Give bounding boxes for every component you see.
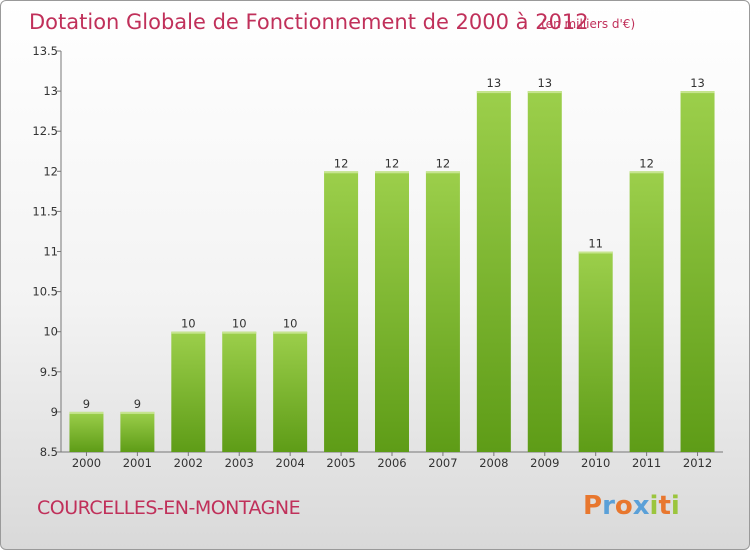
chart-subtitle: (en milliers d'€) xyxy=(541,17,635,31)
bar-highlight xyxy=(578,251,613,254)
data-labels: 9 9 10 10 10 12 12 12 13 13 11 12 13 xyxy=(83,76,705,411)
bar xyxy=(375,171,409,453)
bar xyxy=(120,411,155,452)
y-tick-label: 8.5 xyxy=(40,445,58,459)
bar xyxy=(476,91,511,452)
data-label: 9 xyxy=(134,397,141,411)
logo-letter: t xyxy=(658,491,671,521)
y-tick-label: 13.5 xyxy=(32,44,58,58)
x-tick-label: 2005 xyxy=(326,456,355,470)
data-label: 9 xyxy=(83,397,90,411)
bar xyxy=(324,171,359,453)
x-tick-label: 2003 xyxy=(225,456,254,470)
logo-letter: i xyxy=(649,491,659,521)
data-label: 12 xyxy=(334,156,349,170)
x-tick-label: 2010 xyxy=(581,456,610,470)
x-tick-label: 2001 xyxy=(123,456,152,470)
x-tick-label: 2012 xyxy=(683,456,712,470)
x-tick-label: 2011 xyxy=(632,456,661,470)
bar-highlight xyxy=(273,331,308,334)
bar xyxy=(629,171,664,453)
y-tick-label: 9 xyxy=(51,405,58,419)
logo-letter: P xyxy=(583,491,603,521)
y-tick-label: 10 xyxy=(43,325,58,339)
bar xyxy=(69,411,104,452)
data-label: 10 xyxy=(232,317,247,331)
x-tick-label: 2007 xyxy=(428,456,457,470)
logo-letter: x xyxy=(632,491,650,521)
data-label: 10 xyxy=(283,317,298,331)
bar-highlight xyxy=(425,171,460,174)
logo-letter: r xyxy=(602,491,615,521)
x-tick-label: 2009 xyxy=(530,456,559,470)
y-tick-label: 11.5 xyxy=(32,204,58,218)
bar-highlight xyxy=(69,411,104,414)
x-tick-label: 2002 xyxy=(174,456,203,470)
x-tick-label: 2004 xyxy=(276,456,305,470)
y-tick-label: 9.5 xyxy=(40,365,58,379)
bar xyxy=(425,171,460,453)
bar xyxy=(222,331,257,452)
axes: 8.5 9 9.5 10 10.5 11 11.5 12 12.5 13 13.5 2000 2001 2… xyxy=(32,44,723,470)
bar-highlight xyxy=(476,91,511,94)
bar-highlight xyxy=(324,171,359,174)
bar-highlight xyxy=(120,411,155,414)
bar xyxy=(171,331,206,452)
data-label: 11 xyxy=(588,237,603,251)
logo-letter: o xyxy=(614,491,633,521)
data-label: 13 xyxy=(690,76,705,90)
bar-highlight xyxy=(629,171,664,174)
bar-highlight xyxy=(171,331,206,334)
data-label: 12 xyxy=(436,156,451,170)
logo-letter: i xyxy=(670,491,680,521)
commune-name: COURCELLES-EN-MONTAGNE xyxy=(37,497,301,519)
chart-title: Dotation Globale de Fonctionnement de 20… xyxy=(29,10,589,34)
bar-highlight xyxy=(527,91,562,94)
y-tick-label: 11 xyxy=(43,245,58,259)
data-label: 13 xyxy=(537,76,552,90)
data-label: 10 xyxy=(181,317,196,331)
x-tick-label: 2006 xyxy=(377,456,406,470)
y-tick-label: 13 xyxy=(43,84,58,98)
x-tick-label: 2000 xyxy=(72,456,101,470)
bars xyxy=(69,91,715,453)
y-tick-label: 10.5 xyxy=(32,285,58,299)
data-label: 12 xyxy=(385,156,400,170)
bar xyxy=(578,251,613,452)
data-label: 13 xyxy=(487,76,502,90)
bar-highlight xyxy=(222,331,257,334)
bar xyxy=(680,91,715,452)
bar-highlight xyxy=(375,171,409,174)
x-tick-label: 2008 xyxy=(479,456,508,470)
y-tick-label: 12.5 xyxy=(32,124,58,138)
proxiti-logo: Proxiti xyxy=(583,491,680,521)
y-tick-label: 12 xyxy=(43,164,58,178)
data-label: 12 xyxy=(639,156,654,170)
bar xyxy=(273,331,308,452)
bar xyxy=(527,91,562,452)
bar-highlight xyxy=(680,91,715,94)
